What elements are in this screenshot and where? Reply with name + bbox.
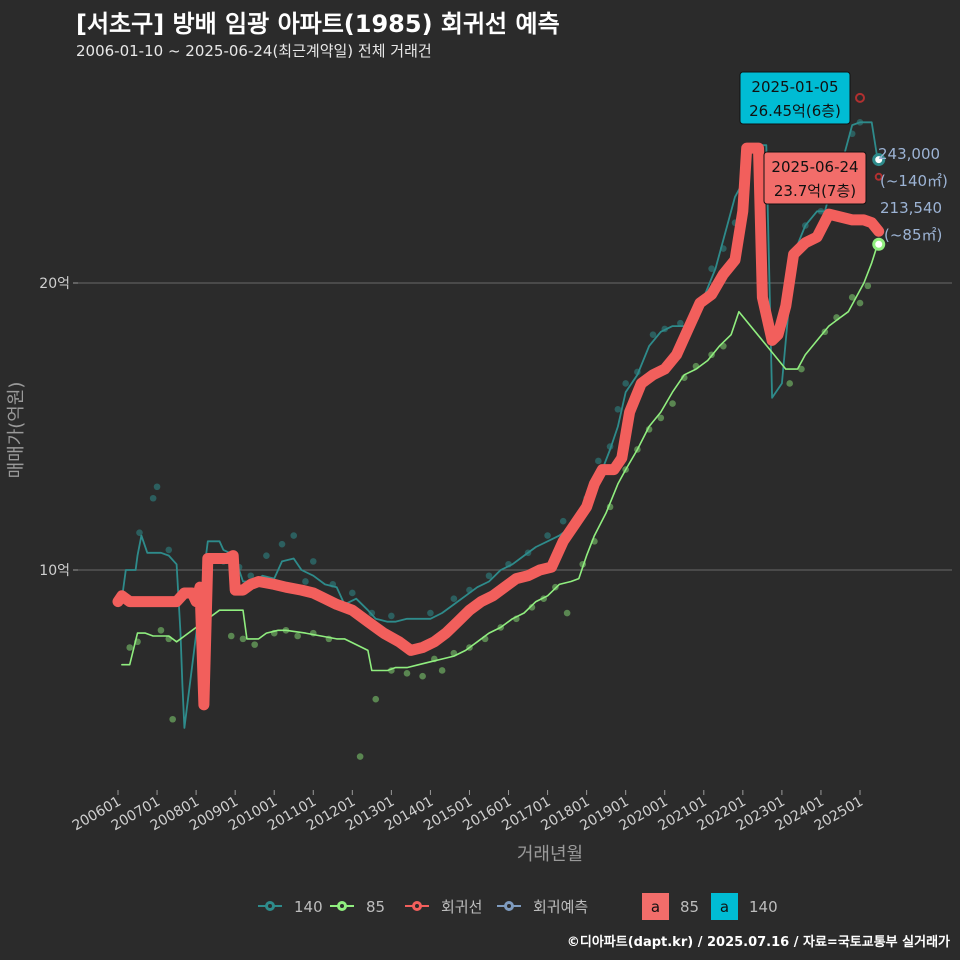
max-marker-140 <box>855 92 865 103</box>
point-85 <box>786 380 794 387</box>
point-85 <box>856 299 864 307</box>
point-85 <box>528 604 536 611</box>
x-axis-title: 거래년월 <box>517 844 583 865</box>
point-140 <box>677 319 684 327</box>
point-85 <box>239 635 247 643</box>
point-140 <box>309 558 317 565</box>
point-140 <box>708 265 715 272</box>
point-85 <box>372 695 380 703</box>
point-140 <box>263 552 270 559</box>
callout-price: 23.7억(7층) <box>774 182 856 200</box>
point-140 <box>165 546 173 554</box>
end-label-area-85: (~85㎡) <box>884 226 942 244</box>
point-140 <box>388 612 395 620</box>
end-label-value-140: 243,000 <box>878 145 940 163</box>
point-85 <box>227 632 235 640</box>
point-85 <box>864 282 872 290</box>
end-label-area-140: (~140㎡) <box>880 172 948 190</box>
point-140 <box>278 540 286 548</box>
point-85 <box>419 672 426 680</box>
point-140 <box>290 532 298 539</box>
legend-item-label: 회귀선 <box>441 898 482 916</box>
point-140 <box>247 572 255 580</box>
callout-box <box>739 71 851 125</box>
grid-layer <box>78 282 952 571</box>
point-85 <box>669 400 676 407</box>
point-85 <box>157 626 165 634</box>
callout-date: 2025-06-24 <box>771 158 858 176</box>
point-85 <box>251 641 258 648</box>
point-140 <box>153 483 161 491</box>
source-credit: ©디아파트(dapt.kr) / 2025.07.16 / 자료=국토교통부 실… <box>566 935 950 950</box>
point-140 <box>302 578 309 585</box>
callout-box <box>763 151 867 205</box>
point-85 <box>356 753 364 760</box>
series-line-85 <box>121 243 879 672</box>
legend-item-label: 85 <box>366 898 385 916</box>
legend-fill-key <box>642 893 669 920</box>
point-140 <box>622 380 629 387</box>
point-85 <box>848 294 856 301</box>
point-85 <box>294 632 301 640</box>
point-85 <box>798 365 805 373</box>
point-85 <box>657 414 665 422</box>
legend-fill-label: 85 <box>680 898 699 916</box>
max-marker-85 <box>874 172 883 181</box>
point-85 <box>438 667 446 674</box>
point-140 <box>450 595 458 602</box>
legend-fill-glyph: a <box>720 898 729 916</box>
end-marker-85 <box>872 237 886 251</box>
callout-date: 2025-01-05 <box>751 78 838 96</box>
point-85 <box>403 670 411 677</box>
chart-subtitle: 2006-01-10 ~ 2025-06-24(최근계약일) 전체 거래건 <box>76 42 432 60</box>
legend-key-center <box>415 904 419 908</box>
point-140 <box>649 331 657 338</box>
point-140 <box>485 572 493 580</box>
y-tick-label: 20억 <box>39 276 70 292</box>
point-140 <box>595 457 602 465</box>
chart-title: [서초구] 방배 임광 아파트(1985) 회귀선 예측 <box>76 10 560 38</box>
legend-key-center <box>268 904 272 908</box>
point-140 <box>559 517 567 525</box>
point-85 <box>126 644 134 651</box>
end-label-value-85: 213,540 <box>880 199 942 217</box>
legend-item-label: 회귀예측 <box>533 898 588 916</box>
legend-key-center <box>340 904 344 908</box>
point-85 <box>563 609 571 617</box>
legend: 140 85 회귀선 회귀예측 a 85 a 140 <box>258 893 778 920</box>
annotation-layer: 243,000 (~140㎡) 213,540 (~85㎡) 2025-01-05 26.… <box>739 71 948 251</box>
point-140 <box>349 589 356 597</box>
legend-fill-glyph: a <box>651 898 660 916</box>
point-140 <box>136 529 143 536</box>
end-marker-140 <box>872 153 886 167</box>
legend-key-center <box>507 904 511 908</box>
y-axis-title: 매매가(억원) <box>6 382 27 479</box>
point-140 <box>427 609 434 617</box>
point-140 <box>614 405 622 413</box>
y-tick-label: 10억 <box>39 563 70 579</box>
callout-price: 26.45억(6층) <box>749 102 841 120</box>
series-layer <box>112 118 885 760</box>
point-140 <box>544 532 551 539</box>
legend-item-label: 140 <box>294 898 323 916</box>
series-line-regression <box>112 142 885 711</box>
point-140 <box>149 494 157 502</box>
legend-fill-label: 140 <box>749 898 778 916</box>
point-85 <box>169 715 176 723</box>
legend-fill-key <box>711 893 738 920</box>
